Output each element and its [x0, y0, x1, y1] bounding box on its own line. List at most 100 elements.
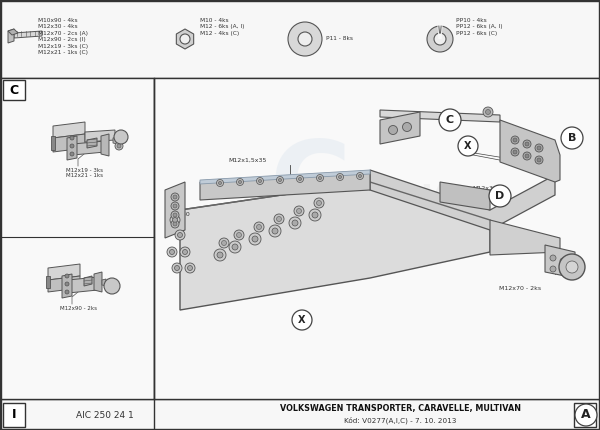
Circle shape — [173, 222, 177, 226]
Circle shape — [65, 290, 69, 294]
Circle shape — [180, 34, 190, 44]
Text: M12x21 - 1ks: M12x21 - 1ks — [66, 173, 103, 178]
Text: C: C — [269, 136, 351, 243]
Polygon shape — [84, 276, 92, 286]
Circle shape — [259, 179, 262, 182]
Circle shape — [338, 175, 341, 178]
Circle shape — [292, 220, 298, 226]
Circle shape — [234, 230, 244, 240]
Polygon shape — [380, 110, 500, 122]
Circle shape — [219, 238, 229, 248]
Circle shape — [511, 148, 519, 156]
Bar — [574, 403, 596, 427]
Circle shape — [70, 152, 74, 156]
Circle shape — [298, 32, 312, 46]
Polygon shape — [73, 141, 105, 155]
Polygon shape — [113, 137, 117, 144]
Text: I: I — [12, 408, 16, 421]
Circle shape — [434, 33, 446, 45]
Circle shape — [217, 179, 223, 187]
Text: M12x90 - 2ks: M12x90 - 2ks — [60, 306, 97, 311]
Circle shape — [114, 130, 128, 144]
Polygon shape — [370, 170, 555, 230]
Bar — [3, 80, 25, 100]
Circle shape — [513, 138, 517, 142]
Polygon shape — [62, 274, 72, 298]
Circle shape — [104, 278, 120, 294]
Circle shape — [236, 178, 244, 185]
Circle shape — [312, 212, 318, 218]
Circle shape — [167, 247, 177, 257]
Text: Kód: V0277(A,I,C) - 7. 10. 2013: Kód: V0277(A,I,C) - 7. 10. 2013 — [344, 416, 456, 424]
Circle shape — [221, 240, 227, 246]
Polygon shape — [102, 279, 106, 286]
Bar — [51, 136, 55, 150]
Bar — [3, 403, 25, 427]
Circle shape — [559, 254, 585, 280]
Circle shape — [178, 233, 182, 237]
Circle shape — [537, 158, 541, 162]
Circle shape — [575, 404, 597, 426]
Circle shape — [317, 200, 322, 206]
Circle shape — [485, 110, 491, 114]
Circle shape — [170, 249, 175, 255]
Circle shape — [171, 193, 179, 201]
Circle shape — [257, 224, 262, 230]
Circle shape — [277, 216, 281, 221]
Circle shape — [439, 109, 461, 131]
Circle shape — [560, 258, 566, 264]
Circle shape — [254, 222, 264, 232]
Circle shape — [173, 195, 177, 199]
Circle shape — [185, 263, 195, 273]
Circle shape — [257, 178, 263, 184]
Circle shape — [236, 233, 241, 237]
Circle shape — [70, 144, 74, 148]
Circle shape — [252, 236, 258, 242]
Circle shape — [272, 228, 278, 234]
Text: X: X — [464, 141, 472, 151]
Circle shape — [550, 255, 556, 261]
Circle shape — [288, 22, 322, 56]
Circle shape — [560, 269, 566, 275]
Polygon shape — [200, 170, 370, 184]
Text: P11 - 8ks: P11 - 8ks — [326, 37, 353, 42]
Circle shape — [525, 142, 529, 146]
Circle shape — [218, 181, 221, 184]
Polygon shape — [165, 182, 185, 238]
Circle shape — [117, 144, 121, 148]
Circle shape — [115, 142, 123, 150]
Circle shape — [217, 252, 223, 258]
Text: M12x19 - 3ks: M12x19 - 3ks — [66, 168, 103, 173]
Text: D: D — [496, 191, 505, 201]
Text: bars: bars — [373, 205, 407, 219]
Polygon shape — [380, 112, 420, 144]
Circle shape — [232, 244, 238, 250]
Circle shape — [180, 247, 190, 257]
Polygon shape — [176, 29, 194, 49]
Wedge shape — [439, 25, 441, 39]
Circle shape — [319, 176, 322, 179]
Text: M10 - 4ks
M12 - 6ks (A, I)
M12 - 4ks (C): M10 - 4ks M12 - 6ks (A, I) M12 - 4ks (C) — [200, 18, 245, 36]
Bar — [46, 276, 50, 288]
Circle shape — [511, 136, 519, 144]
Circle shape — [513, 150, 517, 154]
Circle shape — [173, 218, 178, 222]
Polygon shape — [53, 134, 85, 152]
Circle shape — [356, 172, 364, 179]
Circle shape — [535, 144, 543, 152]
Circle shape — [523, 152, 531, 160]
Circle shape — [172, 263, 182, 273]
Circle shape — [294, 206, 304, 216]
Polygon shape — [545, 245, 575, 278]
Polygon shape — [14, 31, 42, 38]
Circle shape — [296, 209, 302, 214]
Text: VOLKSWAGEN TRANSPORTER, CARAVELLE, MULTIVAN: VOLKSWAGEN TRANSPORTER, CARAVELLE, MULTI… — [280, 403, 521, 412]
Text: AIC 250 24 1: AIC 250 24 1 — [76, 411, 134, 420]
Text: M12x1,5x35: M12x1,5x35 — [229, 158, 267, 163]
Bar — [154, 78, 599, 399]
Circle shape — [171, 220, 179, 228]
Circle shape — [561, 127, 583, 149]
Circle shape — [299, 178, 302, 181]
Circle shape — [65, 274, 69, 278]
Polygon shape — [200, 172, 370, 200]
